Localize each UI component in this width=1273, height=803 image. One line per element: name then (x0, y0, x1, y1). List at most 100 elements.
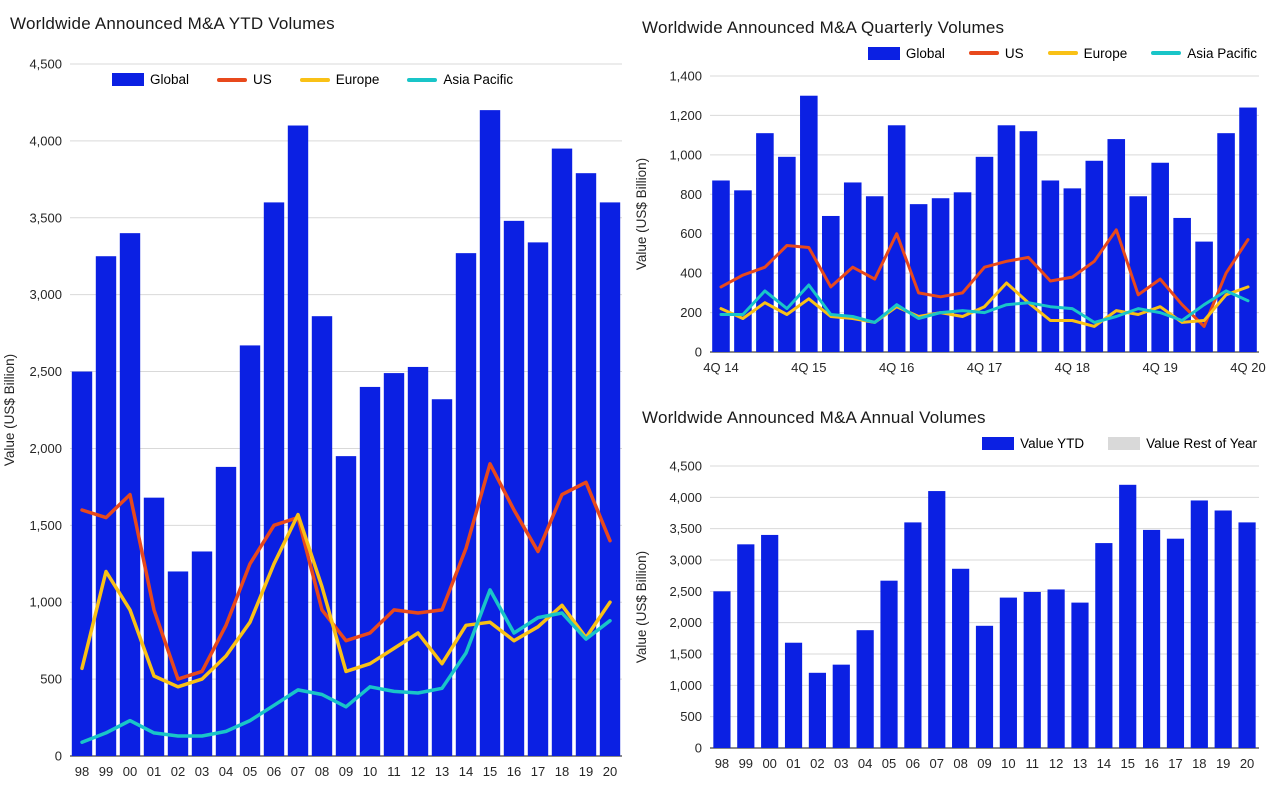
bar-global (287, 125, 309, 756)
bar-global (479, 110, 501, 757)
legend-item-value-rest-of-year: Value Rest of Year (1108, 436, 1257, 451)
legend-label: Value Rest of Year (1146, 435, 1257, 451)
bar-global (712, 180, 730, 352)
bar-global (215, 466, 237, 756)
x-tick-label: 18 (1192, 756, 1206, 771)
x-tick-label: 16 (1144, 756, 1158, 771)
bar-global (383, 373, 405, 756)
y-axis-title: Value (US$ Billion) (634, 158, 649, 270)
x-tick-label: 03 (195, 764, 209, 779)
y-tick-label: 2,000 (669, 615, 702, 630)
x-tick-label: 20 (1240, 756, 1254, 771)
chart-ytd-plot: 05001,0001,5002,0002,5003,0003,5004,0004… (2, 57, 622, 779)
bar-global (1151, 162, 1169, 352)
x-tick-label: 99 (99, 764, 113, 779)
bar-global (527, 242, 549, 757)
bar-global (503, 220, 525, 756)
bar-global (311, 316, 333, 756)
legend-label: Global (150, 72, 190, 87)
legend-label: US (253, 72, 272, 87)
y-tick-label: 0 (695, 741, 702, 756)
bar-value-ytd (975, 625, 994, 748)
legend-label: Asia Pacific (1187, 45, 1257, 61)
bar-global (778, 156, 796, 352)
bar-global (551, 148, 573, 757)
y-tick-label: 0 (695, 345, 702, 360)
bar-global (756, 133, 774, 352)
chart-quarterly-legend: Global US Europe Asia Pacific (630, 42, 1273, 64)
chart-quarterly-title: Worldwide Announced M&A Quarterly Volume… (642, 18, 1005, 37)
x-tick-label: 98 (715, 756, 729, 771)
us-swatch-icon (217, 77, 248, 82)
legend-item-value-ytd: Value YTD (982, 436, 1084, 451)
bar-global (931, 198, 950, 352)
x-tick-label: 05 (243, 764, 257, 779)
x-tick-label: 09 (339, 764, 353, 779)
bar-global (599, 202, 621, 756)
y-tick-label: 2,500 (669, 584, 702, 599)
line-asia-pacific (719, 283, 1250, 324)
bar-value-ytd (856, 630, 874, 748)
x-tick-label: 99 (739, 756, 753, 771)
bar-value-ytd (1166, 538, 1185, 748)
bar-global (1085, 160, 1104, 352)
x-tick-label: 15 (483, 764, 497, 779)
x-tick-label: 12 (1049, 756, 1063, 771)
x-tick-label: 12 (411, 764, 425, 779)
bar-global (191, 551, 213, 756)
bar-global (95, 256, 117, 756)
x-tick-label: 07 (291, 764, 305, 779)
value-ytd-swatch-icon (982, 436, 1015, 450)
legend-label: Value YTD (1020, 435, 1085, 451)
bar-value-ytd (1071, 602, 1089, 748)
chart-ytd-panel: Worldwide Announced M&A YTD Volumes Glob… (0, 0, 630, 803)
legend-label: Europe (1083, 45, 1128, 61)
x-tick-label: 4Q 18 (1055, 360, 1090, 375)
bar-global (143, 497, 165, 756)
bar-global (865, 196, 884, 352)
x-tick-label: 04 (219, 764, 233, 779)
bar-global (887, 125, 906, 353)
y-axis-title: Value (US$ Billion) (634, 551, 649, 663)
legend-item-us: US (217, 72, 272, 87)
bar-value-ytd (737, 544, 755, 748)
x-tick-label: 19 (1216, 756, 1230, 771)
bar-value-ytd (784, 642, 803, 748)
chart-annual-panel: Worldwide Announced M&A Annual Volumes V… (630, 400, 1273, 803)
bar-value-ytd (1142, 529, 1161, 748)
legend-label: Global (905, 45, 945, 61)
x-tick-label: 05 (882, 756, 896, 771)
y-tick-label: 0 (55, 749, 62, 764)
bar-value-ytd (1214, 510, 1232, 748)
right-column: Worldwide Announced M&A Quarterly Volume… (630, 0, 1273, 803)
legend-item-us: US (968, 46, 1024, 61)
x-tick-label: 16 (507, 764, 521, 779)
y-tick-label: 200 (680, 305, 702, 320)
bar-value-ytd (952, 568, 970, 748)
line-us (719, 228, 1250, 328)
y-tick-label: 800 (680, 187, 702, 202)
x-tick-label: 10 (363, 764, 377, 779)
x-tick-label: 06 (906, 756, 920, 771)
bar-value-ytd (880, 580, 898, 748)
line-europe (80, 512, 612, 689)
y-tick-label: 1,500 (29, 518, 62, 533)
bar-global (407, 366, 429, 756)
us-swatch-icon (968, 51, 999, 55)
legend-item-asia-pacific: Asia Pacific (1151, 46, 1257, 61)
y-tick-label: 4,500 (29, 57, 62, 72)
chart-ytd-legend: Global US Europe Asia Pacific (112, 72, 513, 87)
asia-pacific-swatch-icon (407, 77, 438, 82)
bar-value-ytd (1095, 543, 1113, 748)
y-tick-label: 3,500 (29, 210, 62, 225)
x-tick-label: 98 (75, 764, 89, 779)
bar-global (239, 345, 261, 756)
x-tick-label: 02 (810, 756, 824, 771)
bar-global (575, 173, 597, 756)
global-swatch-icon (867, 46, 900, 60)
bar-value-ytd (1238, 522, 1256, 748)
x-tick-label: 4Q 16 (879, 360, 914, 375)
bar-value-ytd (999, 597, 1017, 748)
y-tick-label: 1,000 (29, 595, 62, 610)
legend-label: Asia Pacific (443, 72, 514, 87)
